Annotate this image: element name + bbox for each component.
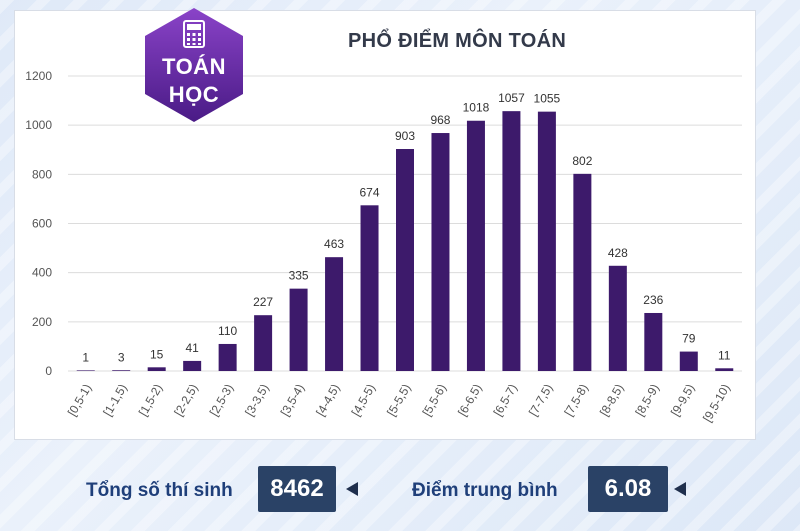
- bar: [502, 111, 521, 371]
- bar: [76, 370, 95, 371]
- bar: [289, 288, 308, 371]
- x-tick-label: [8-8,5): [597, 382, 626, 419]
- total-candidates-value: 8462: [258, 466, 336, 512]
- bar: [431, 133, 450, 371]
- x-tick-label: [7,5-8): [561, 382, 590, 419]
- bar-value-label: 1055: [534, 92, 561, 106]
- bar-value-label: 428: [608, 246, 628, 260]
- y-tick-label: 800: [32, 167, 52, 181]
- x-tick-label: [9,5-10): [700, 382, 733, 425]
- bar: [396, 149, 414, 371]
- bar: [218, 343, 237, 371]
- bar: [466, 120, 485, 371]
- bar: [644, 312, 663, 371]
- y-tick-label: 0: [45, 364, 52, 378]
- pointer-left-icon: [346, 482, 358, 496]
- chart-card: [14, 10, 756, 440]
- x-tick-label: [2,5-3): [207, 382, 236, 419]
- bar-value-label: 463: [324, 237, 344, 251]
- x-tick-label: [3-3,5): [242, 382, 271, 419]
- bar: [360, 205, 379, 371]
- total-candidates-label: Tổng số thí sinh: [86, 480, 233, 501]
- math-badge: TOÁN HỌC: [142, 6, 246, 124]
- badge-line2: HỌC: [168, 82, 220, 107]
- x-tick-label: [2-2,5): [171, 382, 200, 419]
- x-tick-label: [4-4,5): [313, 382, 342, 419]
- bar: [147, 367, 166, 371]
- bar: [679, 351, 698, 371]
- x-tick-label: [6-6,5): [455, 382, 484, 419]
- y-tick-label: 600: [32, 217, 52, 231]
- bar-value-label: 802: [572, 154, 592, 168]
- x-tick-label: [5,5-6): [420, 382, 449, 419]
- x-tick-label: [1,5-2): [136, 382, 165, 419]
- x-tick-label: [0,5-1): [65, 382, 94, 419]
- average-score-value: 6.08: [588, 466, 668, 512]
- hexagon-shape: [145, 8, 243, 122]
- bar-value-label: 3: [118, 350, 125, 364]
- bar-value-label: 1057: [498, 91, 525, 105]
- bar-value-label: 15: [150, 347, 164, 361]
- bar: [537, 111, 556, 371]
- calculator-icon: [183, 20, 205, 48]
- bar: [573, 173, 592, 371]
- bar-value-label: 41: [185, 341, 199, 355]
- bars: [76, 111, 734, 371]
- bar-value-label: 227: [253, 295, 273, 309]
- bar-value-label: 903: [395, 129, 415, 143]
- y-tick-label: 1000: [25, 118, 52, 132]
- bar-value-label: 968: [430, 113, 450, 127]
- x-tick-label: [6,5-7): [491, 382, 520, 419]
- bar-value-label: 11: [718, 348, 731, 362]
- bar: [183, 360, 202, 371]
- bar-value-label: 236: [643, 293, 663, 307]
- y-tick-label: 200: [32, 315, 52, 329]
- badge-line1: TOÁN: [162, 54, 226, 79]
- bar-value-label: 674: [360, 185, 380, 199]
- bar: [608, 265, 627, 371]
- y-tick-label: 400: [32, 266, 52, 280]
- bar-value-label: 1: [82, 350, 89, 364]
- x-tick-label: [5-5,5): [384, 382, 413, 419]
- bar: [325, 257, 344, 371]
- x-tick-label: [8,5-9): [632, 382, 661, 419]
- bar-value-label: 79: [682, 332, 696, 346]
- bar-value-label: 110: [218, 324, 237, 338]
- x-tick-label: [3,5-4): [278, 382, 307, 419]
- average-score-label: Điểm trung bình: [412, 480, 558, 501]
- x-tick-label: [1-1,5): [100, 382, 129, 419]
- bar: [715, 368, 734, 371]
- x-tick-label: [7-7,5): [526, 382, 555, 419]
- bar: [254, 315, 273, 371]
- pointer-left-icon: [674, 482, 686, 496]
- bar-value-label: 1018: [463, 101, 490, 115]
- bar-value-label: 335: [289, 269, 309, 283]
- x-tick-label: [4,5-5): [349, 382, 378, 419]
- chart-title: PHỔ ĐIỂM MÔN TOÁN: [348, 30, 567, 52]
- bar: [112, 370, 131, 371]
- y-tick-label: 1200: [25, 69, 52, 83]
- x-tick-label: [9-9,5): [668, 382, 697, 419]
